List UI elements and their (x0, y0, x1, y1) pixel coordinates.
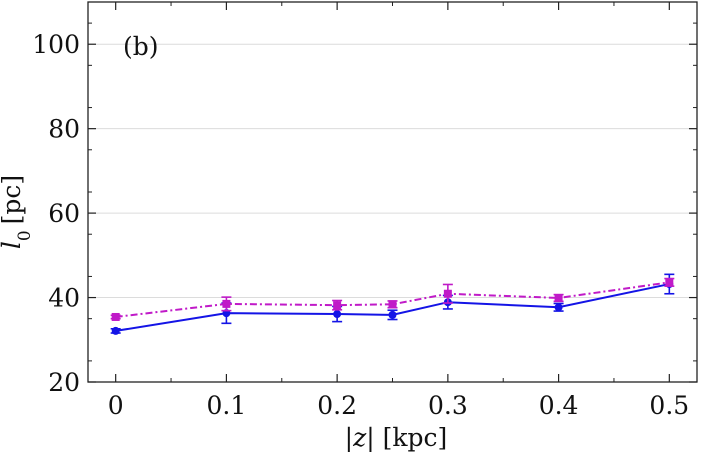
data-point (111, 312, 120, 321)
y-axis-label: l0[pc] (0, 175, 35, 249)
data-point (554, 293, 563, 302)
x-tick-label: 0.4 (539, 391, 579, 420)
y-tick-label: 60 (48, 199, 80, 228)
data-point (388, 310, 397, 319)
y-tick-label: 40 (48, 284, 80, 313)
series-layer (110, 273, 675, 335)
x-tick-label: 0 (108, 391, 124, 420)
y-tick-label: 80 (48, 115, 80, 144)
x-tick-label: 0.2 (317, 391, 357, 420)
y-tick-label: 20 (48, 368, 80, 397)
panel-annotation: (b) (123, 32, 159, 61)
x-tick-label: 0.1 (207, 391, 247, 420)
x-tick-label: 0.3 (428, 391, 468, 420)
y-tick-label: 100 (32, 30, 80, 59)
data-point (554, 303, 563, 312)
data-point (222, 299, 231, 308)
plot-border (87, 1, 698, 383)
x-axis-label: |z| [kpc] (345, 423, 448, 453)
data-point (665, 278, 674, 287)
data-point (333, 301, 342, 310)
data-point (443, 289, 452, 298)
ticks: 20 40 60 80 100 0 0.1 0.2 0.3 0.4 0.5 (32, 2, 697, 420)
data-point (333, 310, 342, 319)
x-tick-label: 0.5 (649, 391, 689, 420)
plot-frame (87, 1, 698, 383)
data-point (111, 326, 120, 335)
gridlines (88, 43, 697, 299)
data-point (388, 300, 397, 309)
